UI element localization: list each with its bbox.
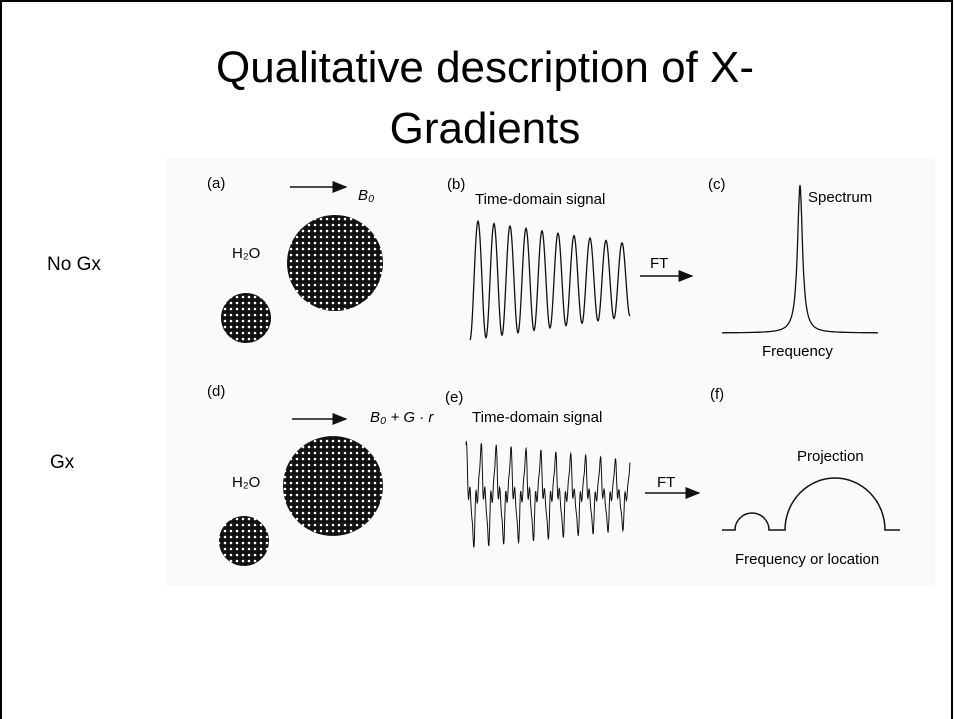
sample-label: H₂O	[232, 245, 260, 262]
panel-label: (d)	[207, 383, 225, 400]
panel-label: (c)	[708, 176, 726, 193]
panel-label: (a)	[207, 175, 225, 192]
axis-label: Frequency	[762, 343, 833, 360]
sample-circle	[287, 215, 383, 311]
figure-background	[165, 158, 935, 586]
field-label: B₀ + G · r	[370, 409, 434, 426]
sample-label: H₂O	[232, 474, 260, 491]
field-label: B₀	[358, 187, 374, 204]
panel-label: (f)	[710, 386, 724, 403]
slide-title: Qualitative description of X-	[216, 43, 754, 92]
caption: Spectrum	[808, 189, 872, 206]
caption: Time-domain signal	[475, 191, 605, 208]
transform-label: FT	[657, 474, 675, 491]
row-label: Gx	[50, 452, 75, 473]
transform-label: FT	[650, 255, 668, 272]
axis-label: Frequency or location	[735, 551, 879, 568]
row-label: No Gx	[47, 254, 101, 275]
panel-label: (b)	[447, 176, 465, 193]
caption: Time-domain signal	[472, 409, 602, 426]
sample-circle	[221, 293, 271, 343]
slide: Qualitative description of X- Gradients …	[0, 0, 954, 719]
caption: Projection	[797, 448, 864, 465]
slide-title: Gradients	[390, 104, 581, 153]
sample-circle	[283, 436, 383, 536]
sample-circle	[219, 516, 269, 566]
panel-label: (e)	[445, 389, 463, 406]
